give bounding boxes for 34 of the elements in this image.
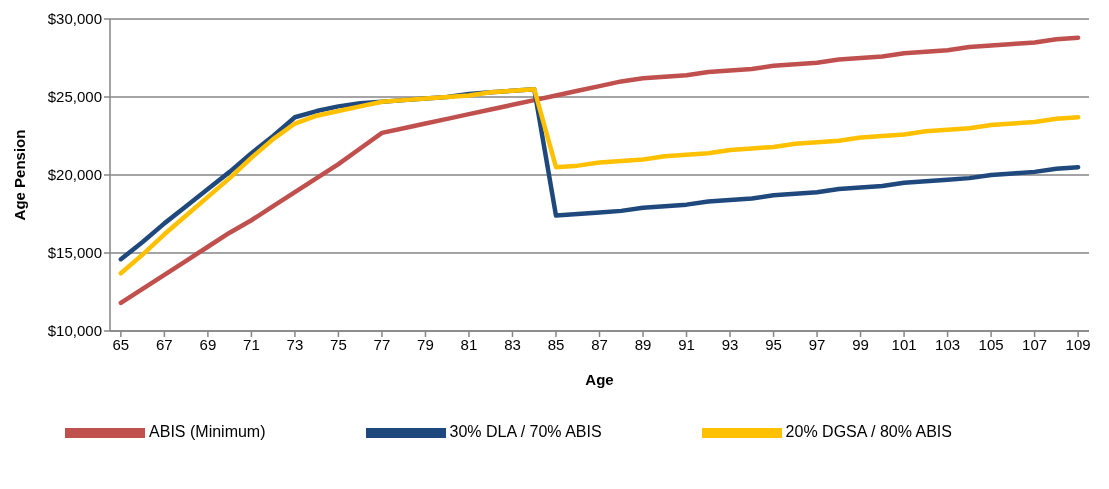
- x-tick-label: 91: [678, 335, 695, 353]
- x-tick-label: 103: [935, 335, 961, 353]
- x-tick-label: 89: [634, 335, 652, 353]
- x-tick-label: 109: [1065, 335, 1091, 353]
- x-tick-label: 85: [547, 335, 565, 353]
- x-tick-label: 87: [591, 335, 608, 353]
- line-series: [118, 35, 1081, 306]
- legend-label: 30% DLA / 70% ABIS: [449, 423, 602, 441]
- x-tick-label: 75: [330, 335, 347, 353]
- y-tick-label: $20,000: [47, 166, 102, 184]
- y-tick-label: $30,000: [47, 10, 102, 28]
- x-tick-label: 97: [808, 335, 826, 353]
- legend-label: 20% DGSA / 80% ABIS: [785, 423, 952, 441]
- x-tick-label: 77: [373, 335, 391, 353]
- x-tick-label: 67: [156, 335, 173, 353]
- x-tick-label: 101: [891, 335, 917, 353]
- y-tick-label: $15,000: [47, 244, 102, 262]
- legend-label: ABIS (Minimum): [149, 423, 266, 441]
- x-tick-label: 65: [112, 335, 130, 353]
- y-tick-label: $10,000: [47, 322, 102, 340]
- x-tick-label: 71: [243, 335, 260, 353]
- x-tick-label: 95: [765, 335, 782, 353]
- x-tick-label: 93: [721, 335, 739, 353]
- x-axis-title: Age: [585, 371, 614, 388]
- x-tick-label: 107: [1022, 335, 1048, 353]
- x-tick-label: 69: [199, 335, 217, 353]
- x-tick-label: 99: [852, 335, 869, 353]
- x-tick-label: 79: [417, 335, 434, 353]
- y-axis-title: Age Pension: [11, 129, 29, 221]
- x-tick-label: 81: [460, 335, 478, 353]
- y-tick-label: $25,000: [47, 88, 102, 106]
- x-tick-label: 73: [286, 335, 304, 353]
- x-tick-label: 83: [504, 335, 521, 353]
- x-tick-label: 105: [978, 335, 1004, 353]
